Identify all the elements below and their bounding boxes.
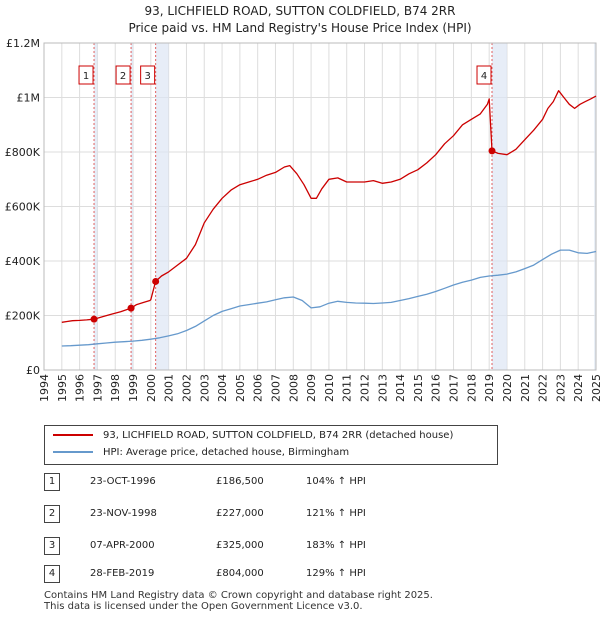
x-tick-label: 1999 xyxy=(127,374,140,402)
property-price-line xyxy=(61,90,597,323)
legend-swatch-hpi xyxy=(53,451,93,453)
sale-band xyxy=(94,43,98,370)
sale-point xyxy=(152,277,160,285)
sale-point xyxy=(488,147,496,155)
sale-number-box xyxy=(140,65,156,85)
y-tick-label: £800K xyxy=(5,146,41,159)
x-tick-label: 1995 xyxy=(56,374,69,402)
footer-copyright: Contains HM Land Registry data © Crown c… xyxy=(44,590,433,601)
x-tick-label: 1994 xyxy=(38,374,51,402)
chart-title: 93, LICHFIELD ROAD, SUTTON COLDFIELD, B7… xyxy=(144,4,456,18)
forecast-band xyxy=(594,43,596,370)
x-tick-label: 2014 xyxy=(394,374,407,402)
x-tick-label: 2010 xyxy=(323,374,336,402)
x-tick-label: 2024 xyxy=(572,374,585,402)
x-tick-label: 2009 xyxy=(305,374,318,402)
sale-number-label: 4 xyxy=(481,71,487,82)
footer: Contains HM Land Registry data © Crown c… xyxy=(44,590,433,612)
x-tick-label: 2003 xyxy=(198,374,211,402)
sale-number-label: 3 xyxy=(144,71,150,82)
sale-band xyxy=(492,43,507,370)
legend-label-property: 93, LICHFIELD ROAD, SUTTON COLDFIELD, B7… xyxy=(103,430,454,441)
x-tick-label: 2015 xyxy=(412,374,425,402)
legend-item-hpi: HPI: Average price, detached house, Birm… xyxy=(53,445,349,461)
sale-band xyxy=(155,43,169,370)
sale-point xyxy=(90,315,98,323)
plot-frame xyxy=(43,42,597,371)
transaction-date: 07-APR-2000 xyxy=(90,540,155,551)
x-tick-label: 2017 xyxy=(448,374,461,402)
x-tick-label: 2007 xyxy=(269,374,282,402)
legend-swatch-property xyxy=(53,434,93,436)
transaction-number: 3 xyxy=(44,537,60,555)
x-tick-label: 2008 xyxy=(287,374,300,402)
sale-point xyxy=(127,304,135,312)
x-tick-label: 1996 xyxy=(74,374,87,402)
transaction-hpi: 104% ↑ HPI xyxy=(306,476,366,487)
transaction-price: £186,500 xyxy=(216,476,264,487)
hpi-line xyxy=(61,249,597,347)
transaction-hpi: 129% ↑ HPI xyxy=(306,568,366,579)
y-tick-label: £600K xyxy=(5,201,41,214)
transaction-price: £227,000 xyxy=(216,508,264,519)
legend-item-property: 93, LICHFIELD ROAD, SUTTON COLDFIELD, B7… xyxy=(53,428,453,444)
transaction-number: 1 xyxy=(44,473,60,491)
x-tick-label: 2021 xyxy=(519,374,532,402)
x-tick-label: 1997 xyxy=(91,374,104,402)
transaction-number: 2 xyxy=(44,505,60,523)
y-tick-label: £1.2M xyxy=(6,37,40,50)
sale-number-label: 2 xyxy=(120,71,126,82)
sale-number-label: 1 xyxy=(83,71,89,82)
x-tick-label: 2013 xyxy=(376,374,389,402)
transaction-date: 28-FEB-2019 xyxy=(90,568,155,579)
sale-number-box xyxy=(115,65,131,85)
x-tick-label: 2001 xyxy=(163,374,176,402)
x-tick-label: 2022 xyxy=(537,374,550,402)
footer-license: This data is licensed under the Open Gov… xyxy=(44,601,363,612)
sale-band xyxy=(131,43,134,370)
chart-subtitle: Price paid vs. HM Land Registry's House … xyxy=(128,21,472,35)
sale-number-box xyxy=(476,65,492,85)
x-tick-label: 2018 xyxy=(465,374,478,402)
price-chart: 1 2 3 4 £0 £200K £400K £600K £800K £1M £1.2M 1994 19… xyxy=(5,37,600,402)
transaction-price: £804,000 xyxy=(216,568,264,579)
x-tick-label: 2004 xyxy=(216,374,229,402)
legend-label-hpi: HPI: Average price, detached house, Birm… xyxy=(103,447,350,458)
x-tick-label: 2016 xyxy=(430,374,443,402)
transaction-date: 23-NOV-1998 xyxy=(90,508,157,519)
transaction-hpi: 121% ↑ HPI xyxy=(306,508,366,519)
x-tick-label: 2012 xyxy=(359,374,372,402)
y-tick-label: £200K xyxy=(5,310,41,323)
x-tick-label: 2019 xyxy=(483,374,496,402)
transaction-date: 23-OCT-1996 xyxy=(90,476,156,487)
x-tick-label: 2025 xyxy=(590,374,600,402)
x-tick-label: 2005 xyxy=(234,374,247,402)
x-tick-label: 2000 xyxy=(145,374,158,402)
x-tick-label: 2011 xyxy=(341,374,354,402)
x-tick-label: 2002 xyxy=(180,374,193,402)
x-tick-label: 1998 xyxy=(109,374,122,402)
transaction-number: 4 xyxy=(44,565,60,583)
y-tick-label: £0 xyxy=(26,364,40,377)
transaction-price: £325,000 xyxy=(216,540,264,551)
x-tick-label: 2020 xyxy=(501,374,514,402)
transaction-hpi: 183% ↑ HPI xyxy=(306,540,366,551)
sale-number-box xyxy=(78,65,94,85)
x-tick-label: 2023 xyxy=(554,374,567,402)
y-tick-label: £400K xyxy=(5,255,41,268)
x-tick-label: 2006 xyxy=(252,374,265,402)
legend: 93, LICHFIELD ROAD, SUTTON COLDFIELD, B7… xyxy=(44,425,498,465)
y-tick-label: £1M xyxy=(17,92,41,105)
